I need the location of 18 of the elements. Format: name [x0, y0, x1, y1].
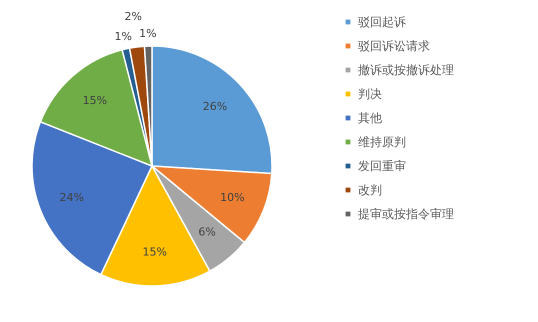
legend-label: 判决	[358, 87, 382, 101]
legend-label: 其他	[358, 111, 382, 125]
legend-label: 发回重审	[358, 159, 406, 173]
legend-label: 维持原判	[358, 135, 406, 149]
data-label: 15%	[142, 245, 167, 258]
legend-label: 改判	[358, 183, 382, 197]
data-label: 6%	[198, 226, 216, 239]
data-label: 1%	[139, 27, 157, 40]
data-label: 2%	[124, 10, 142, 24]
data-label: 26%	[202, 100, 228, 113]
data-label: 24%	[59, 190, 84, 204]
legend-label: 驳回诉讼请求	[358, 39, 430, 53]
legend-label: 撤诉或按撤诉处理	[358, 63, 454, 77]
data-label: 10%	[220, 190, 245, 204]
legend-label: 提审或按指令审理	[358, 207, 454, 221]
data-label: 1%	[114, 30, 132, 44]
data-label: 15%	[82, 94, 108, 108]
legend-label: 驳回起诉	[358, 15, 406, 29]
